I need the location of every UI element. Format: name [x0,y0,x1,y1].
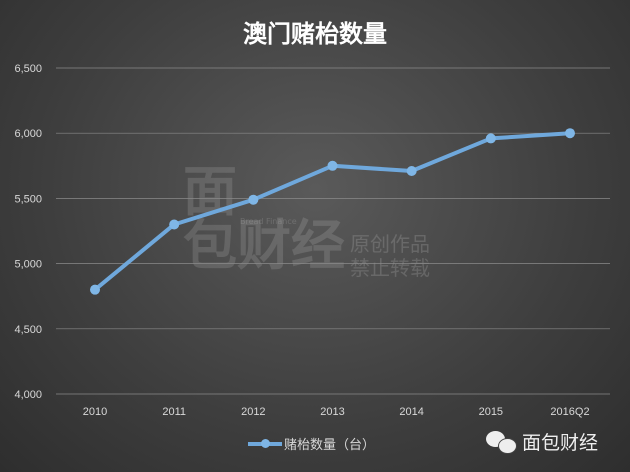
x-tick-label: 2011 [162,406,186,418]
legend: 赌枱数量（台） [248,434,375,453]
brand: 面包财经 [486,428,598,455]
series-line [93,131,571,292]
data-point [169,219,180,230]
legend-swatch [248,438,282,448]
x-tick-label: 2015 [479,406,503,418]
data-point [90,284,100,295]
data-point [485,133,496,144]
data-point [406,166,417,177]
y-tick-label: 4,500 [14,324,42,336]
y-tick-label: 4,000 [14,389,42,401]
y-tick-label: 6,000 [14,128,42,140]
y-tick-label: 5,500 [14,193,42,205]
data-point [248,194,259,205]
watermark-text: 原创作品 禁止转载 [350,232,450,280]
watermark-english: Bread Finance [240,217,297,226]
data-point [565,128,575,139]
y-tick-label: 5,000 [14,259,42,271]
x-tick-label: 2014 [399,406,423,418]
watermark-line2: 禁止转载 [350,256,430,280]
chart-title: 澳门赌枱数量 [243,19,387,48]
x-tick-label: 2010 [83,406,107,418]
y-tick-label: 6,500 [14,63,42,75]
x-tick-label: 2012 [241,406,265,418]
wechat-icon [486,430,517,454]
x-tick-label: 2016Q2 [550,406,589,418]
x-tick-label: 2013 [320,406,344,418]
data-point [327,160,338,171]
brand-label: 面包财经 [522,432,599,454]
legend-label: 赌枱数量（台） [284,438,376,453]
watermark-line1: 原创作品 [350,232,430,256]
